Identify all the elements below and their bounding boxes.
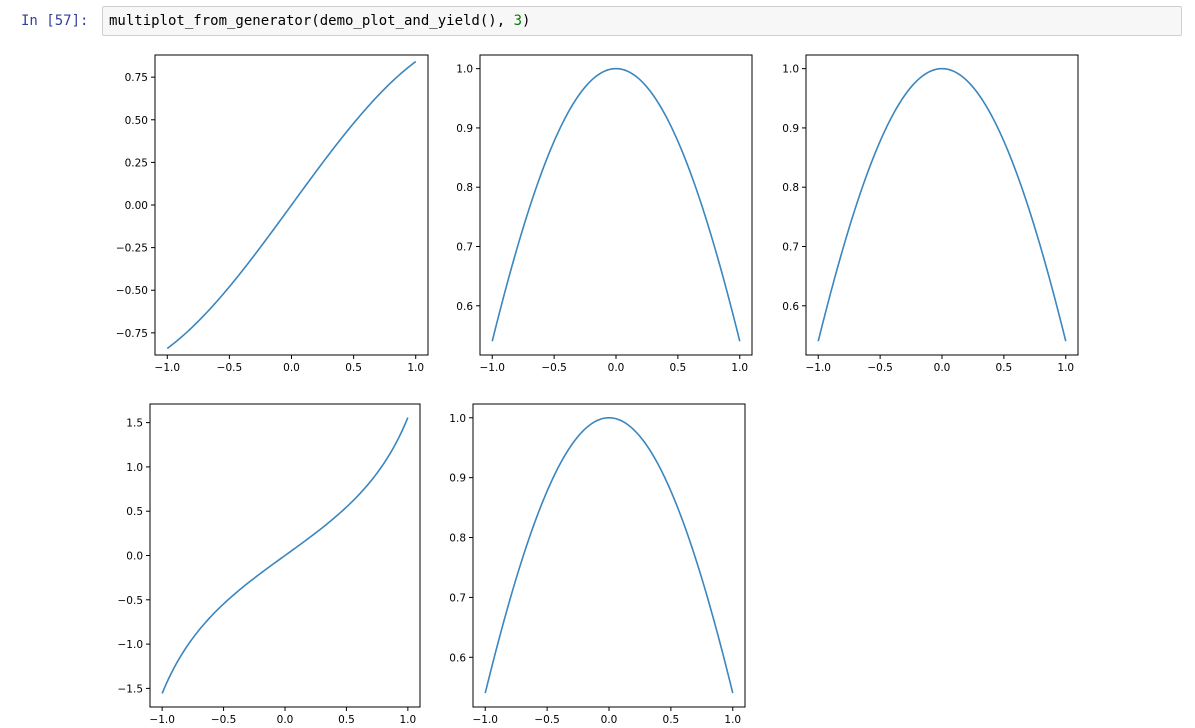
x-tick-label: −0.5 — [541, 362, 567, 374]
plot-frame — [479, 54, 753, 356]
y-tick-label: 0.9 — [782, 123, 799, 135]
x-tick-label: 0.0 — [608, 362, 625, 374]
series-line — [161, 417, 409, 694]
y-tick-label: 0.25 — [125, 157, 148, 169]
x-tick-label: 0.5 — [670, 362, 687, 374]
x-tick-label: −0.5 — [217, 362, 243, 374]
y-tick-label: 0.8 — [449, 533, 466, 545]
x-tick-label: 1.0 — [1057, 362, 1074, 374]
subplot-1: −1.0 −0.5 0.0 0.5 1.0 −0.75 −0.50 −0.25 0.00 0.25… — [116, 54, 429, 374]
series-line — [166, 60, 417, 350]
y-tick-label: 0.7 — [782, 242, 799, 254]
plot-frame — [805, 54, 1079, 356]
x-tick-label: −1.0 — [479, 362, 505, 374]
code-closing-paren: ) — [522, 13, 531, 29]
y-tick-label: 0.75 — [125, 72, 148, 84]
y-tick-label: 0.6 — [782, 301, 799, 313]
x-tick-label: 0.5 — [663, 714, 680, 726]
x-tick-label: 0.0 — [283, 362, 300, 374]
code-text: multiplot_from_generator(demo_plot_and_y… — [109, 13, 514, 29]
x-tick-label: 1.0 — [724, 714, 741, 726]
y-tick-label: 0.6 — [456, 301, 473, 313]
series-line — [491, 67, 741, 342]
y-tick-label: −0.75 — [116, 328, 148, 340]
x-tick-label: 0.5 — [345, 362, 362, 374]
x-tick-label: −0.5 — [211, 714, 237, 726]
y-tick-label: 0.00 — [125, 200, 148, 212]
subplot-3: −1.0 −0.5 0.0 0.5 1.0 0.6 0.7 0.8 0.9 1.0 — [782, 54, 1079, 374]
y-tick-label: 1.0 — [456, 64, 473, 76]
y-tick-label: 0.9 — [449, 473, 466, 485]
subplot-4: −1.0 −0.5 0.0 0.5 1.0 −1.5 −1.0 −0.5 0.0 0.5 1.0 1.… — [118, 403, 421, 726]
y-tick-label: 1.0 — [126, 462, 143, 474]
code-cell-input[interactable]: multiplot_from_generator(demo_plot_and_y… — [102, 6, 1182, 36]
y-tick-label: −0.5 — [118, 595, 144, 607]
plot-frame — [472, 403, 746, 708]
y-tick-label: 1.5 — [126, 418, 143, 430]
y-tick-label: 0.9 — [456, 123, 473, 135]
y-tick-label: −0.25 — [116, 243, 148, 255]
y-tick-label: −0.50 — [116, 285, 148, 297]
x-tick-label: −1.0 — [155, 362, 181, 374]
y-tick-label: 1.0 — [782, 64, 799, 76]
y-tick-label: 0.7 — [456, 242, 473, 254]
x-tick-label: 1.0 — [407, 362, 424, 374]
x-tick-label: 0.0 — [277, 714, 294, 726]
y-tick-label: 0.0 — [126, 551, 143, 563]
subplot-2: −1.0 −0.5 0.0 0.5 1.0 0.6 0.7 0.8 0.9 1.0 — [456, 54, 753, 374]
y-tick-label: 0.5 — [126, 506, 143, 518]
x-tick-label: −0.5 — [534, 714, 560, 726]
y-tick-label: −1.5 — [118, 683, 144, 695]
series-line — [817, 67, 1067, 342]
x-tick-label: 1.0 — [399, 714, 416, 726]
x-tick-label: −0.5 — [867, 362, 893, 374]
subplot-5: −1.0 −0.5 0.0 0.5 1.0 0.6 0.7 0.8 0.9 1.0 — [449, 403, 746, 726]
y-tick-label: −1.0 — [118, 639, 144, 651]
x-tick-label: 0.0 — [934, 362, 951, 374]
x-tick-label: −1.0 — [472, 714, 498, 726]
x-tick-label: −1.0 — [149, 714, 175, 726]
x-tick-label: 0.0 — [601, 714, 618, 726]
y-tick-label: 0.6 — [449, 652, 466, 664]
input-prompt: In [57]: — [21, 13, 89, 29]
x-tick-label: 1.0 — [731, 362, 748, 374]
code-number-literal: 3 — [513, 13, 523, 29]
x-tick-label: −1.0 — [805, 362, 831, 374]
x-tick-label: 0.5 — [338, 714, 355, 726]
x-tick-label: 0.5 — [996, 362, 1013, 374]
y-tick-label: 0.8 — [456, 182, 473, 194]
y-tick-label: 0.8 — [782, 182, 799, 194]
y-tick-label: 1.0 — [449, 413, 466, 425]
y-tick-label: 0.7 — [449, 592, 466, 604]
y-tick-label: 0.50 — [125, 115, 148, 127]
series-line — [484, 416, 734, 694]
